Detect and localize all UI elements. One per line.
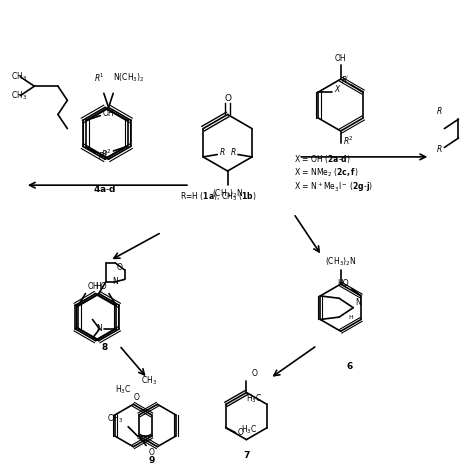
Text: N: N xyxy=(356,298,361,307)
Text: R: R xyxy=(437,108,442,117)
Text: X = NMe$_2$ ($\mathbf{2c,f}$): X = NMe$_2$ ($\mathbf{2c,f}$) xyxy=(293,167,358,179)
Text: X = N$^+$Me$_3$I$^-$ ($\mathbf{2g}$-$\mathbf{j}$): X = N$^+$Me$_3$I$^-$ ($\mathbf{2g}$-$\ma… xyxy=(293,180,373,194)
Text: OH: OH xyxy=(335,54,346,63)
Text: H$_3$C: H$_3$C xyxy=(241,424,257,436)
Text: N(CH$_3$)$_2$: N(CH$_3$)$_2$ xyxy=(113,72,145,84)
Text: R: R xyxy=(230,147,236,156)
Text: CH$_3$: CH$_3$ xyxy=(107,413,123,426)
Text: H: H xyxy=(348,316,353,320)
Text: H$_3$C: H$_3$C xyxy=(115,383,131,396)
Text: N: N xyxy=(112,277,118,286)
Text: X = OH ($\mathbf{2a}$-$\mathbf{d}$): X = OH ($\mathbf{2a}$-$\mathbf{d}$) xyxy=(293,153,350,164)
Text: N: N xyxy=(96,324,102,333)
Text: OH: OH xyxy=(102,109,114,118)
Text: R$^3$: R$^3$ xyxy=(98,149,108,162)
Text: CH$_3$: CH$_3$ xyxy=(141,374,157,387)
Text: O: O xyxy=(238,428,244,437)
Text: R$^{'}$: R$^{'}$ xyxy=(341,73,350,86)
Text: $\mathbf{8}$: $\mathbf{8}$ xyxy=(101,341,109,352)
Text: O: O xyxy=(117,263,123,272)
Text: OH: OH xyxy=(88,282,100,291)
Text: $\mathbf{7}$: $\mathbf{7}$ xyxy=(243,449,250,460)
Text: R: R xyxy=(219,147,225,156)
Text: CH$_3$: CH$_3$ xyxy=(11,90,27,102)
Text: O: O xyxy=(251,369,257,378)
Text: CH$_3$: CH$_3$ xyxy=(11,71,27,83)
Text: $\mathbf{6}$: $\mathbf{6}$ xyxy=(346,360,354,371)
Text: $\mathbf{4a}$-$\mathbf{d}$: $\mathbf{4a}$-$\mathbf{d}$ xyxy=(93,183,117,194)
Text: O: O xyxy=(148,448,155,457)
Text: (CH$_3$)$_2$N: (CH$_3$)$_2$N xyxy=(325,255,356,268)
Text: $\mathbf{9}$: $\mathbf{9}$ xyxy=(148,454,156,465)
Text: R$^2$: R$^2$ xyxy=(343,135,353,147)
Text: HO: HO xyxy=(95,282,107,291)
Text: H$_3$C: H$_3$C xyxy=(246,393,262,405)
Text: R: R xyxy=(437,145,442,154)
Text: O: O xyxy=(224,94,231,103)
Text: R$^1$: R$^1$ xyxy=(94,72,104,84)
Text: R$^2$: R$^2$ xyxy=(101,147,111,160)
Text: (CH$_3$)$_2$N: (CH$_3$)$_2$N xyxy=(212,188,243,200)
Text: O: O xyxy=(133,393,139,402)
Text: HO: HO xyxy=(337,280,349,289)
Text: R=H ($\mathbf{1a}$), CH$_3$ ($\mathbf{1b}$): R=H ($\mathbf{1a}$), CH$_3$ ($\mathbf{1b… xyxy=(180,190,256,203)
Text: X: X xyxy=(335,85,340,94)
